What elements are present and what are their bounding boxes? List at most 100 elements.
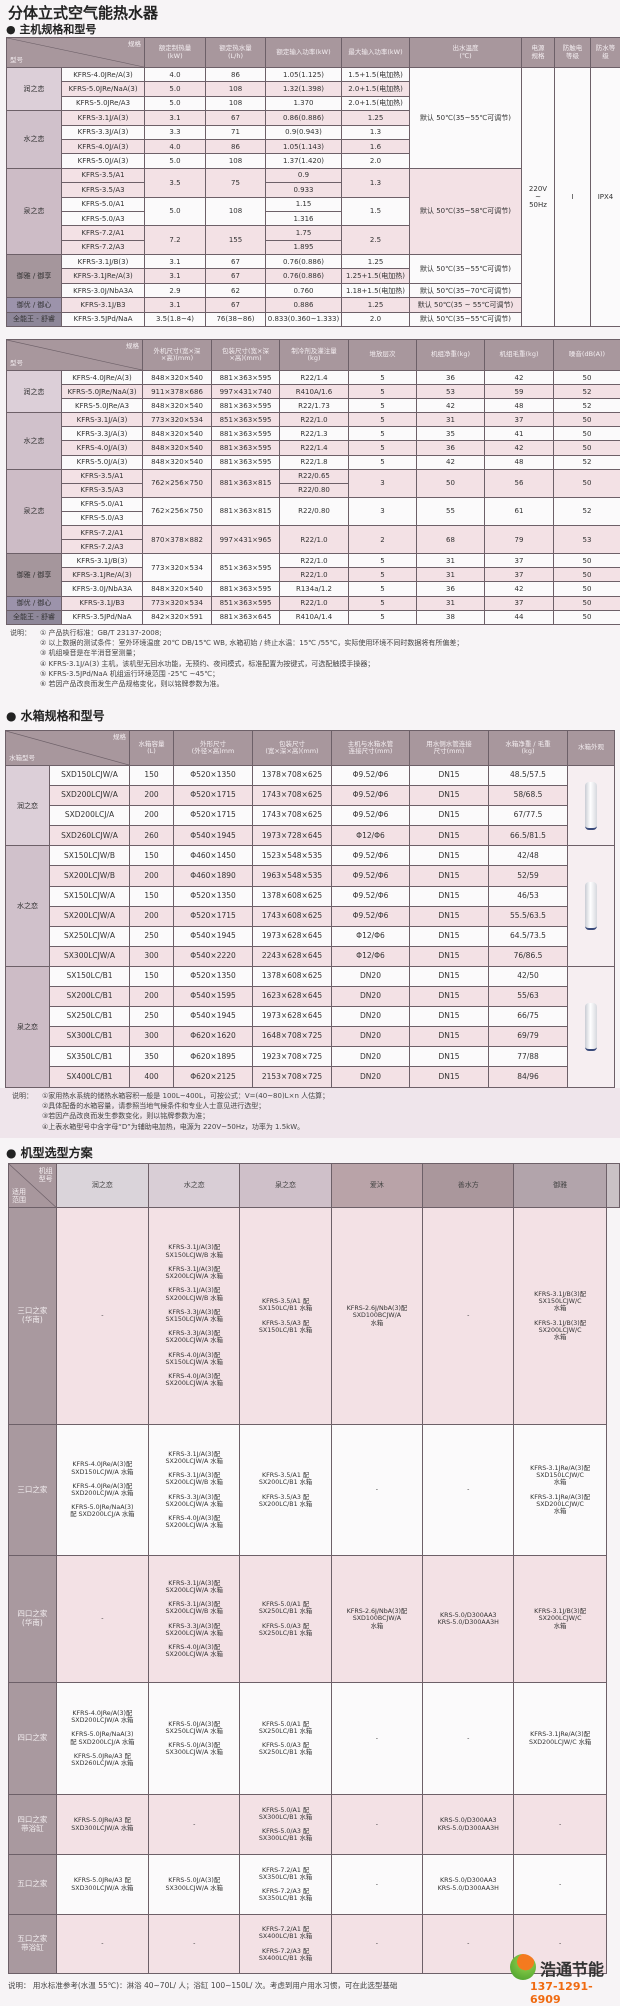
selection-entry: KFRS-5.0/A1 配 SX300LC/B1 水箱 [240,1807,330,1821]
table-cell: Φ9.52/Φ6 [332,866,410,886]
row-header: 三口之家 [9,1425,57,1556]
table-cell: 2 [349,526,417,554]
model-cell: KFRS-5.0/A1 [62,497,143,511]
table-cell: 762×256×750 [143,469,212,497]
selection-entry: KFRS-5.0JRe/A3 配 SXD300LCJW/A 水箱 [57,1877,148,1891]
series-cell: 泉之恋 [7,469,62,554]
table-cell: 0.76(0.886) [266,269,342,283]
stub-cell [606,1556,619,1683]
selection-cell: KFRS-3.1J/B(3)配 SX200LCJW/C 水箱 [514,1556,606,1683]
selection-table: 机组 型号适用 范围润之恋水之恋泉之恋爱沐善水方御雅三口之家 (华南)-KFRS… [8,1163,620,1974]
table-cell: 1.18+1.5(电加热) [342,283,410,297]
table-cell: 50 [554,610,620,624]
selection-cell: KRS-5.0/D300AA3 KRS-5.0/D300AA3H [423,1556,514,1683]
selection-entry: KFRS-5.0J/A(3)配 SX300LCJW/A 水箱 [149,1742,239,1756]
table-cell: R22/1.4 [280,371,349,385]
table-cell: 64.5/73.5 [489,926,568,946]
model-cell: KFRS-5.0J/A(3) [62,455,143,469]
table-cell: Φ520×1350 [174,886,253,906]
table-cell: 50 [554,413,620,427]
model-cell: KFRS-3.3J/A(3) [62,125,145,139]
note-line: ② 以上数据的测试条件：室外环境温度 20℃ DB/15℃ WB, 水箱初始 /… [10,638,620,648]
company-logo: 浩通节能 137-1291-6909 [508,1950,620,2000]
model-cell: KFRS-3.5/A3 [62,183,145,197]
column-header: 水箱净重 / 毛重 (kg) [489,731,568,766]
table-cell: 848×320×540 [143,441,212,455]
table-cell: 3.5(1.8~4) [145,312,206,326]
stub-cell [606,1208,619,1425]
selection-cell: KFRS-5.0J/A(3)配 SX300LCJW/A 水箱 [149,1855,240,1915]
table-cell: 881×363×595 [212,399,280,413]
table-cell: 1.25 [342,111,410,125]
column-header: 防水等 级 [591,38,620,68]
table-cell: 881×363×815 [212,469,280,497]
table-cell: 881×363×595 [212,455,280,469]
selection-entry: KFRS-5.0JRe/NaA(3) 配 SXD200LCJ/A 水箱 [57,1731,148,1745]
table-cell: 0.86(0.886) [266,111,342,125]
selection-entry: KFRS-4.0J/A(3)配 SX200LCJW/A 水箱 [149,1515,239,1529]
table-cell: KFRS-3.1J/B3 [62,298,145,312]
table-cell: 42 [417,399,485,413]
table-cell: DN15 [410,806,489,826]
table-cell: 1743×708×625 [253,806,332,826]
table-cell: 870×378×882 [143,526,212,554]
table-cell: 76(38~86) [206,312,266,326]
table-cell: KFRS-3.1J/A(3) [62,111,145,125]
table-cell: DN15 [410,906,489,926]
column-header: 包装尺寸(宽×深 ×高)(mm) [212,340,280,371]
table-cell: 1378×608×625 [253,886,332,906]
table-cell: 3.1 [145,298,206,312]
table-cell: 1973×728×645 [253,826,332,846]
table-cell: 3 [349,497,417,525]
selection-entry: KFRS-3.1J/A(3)配 SX150LCJW/B 水箱 [149,1244,239,1258]
table-cell: R134a/1.2 [280,582,349,596]
table-cell: Φ9.52/Φ6 [332,906,410,926]
table-cell: 1.32(1.398) [266,82,342,96]
table-cell: 848×320×540 [143,582,212,596]
table-cell: 1.370 [266,96,342,110]
model-cell: KFRS-5.0/A3 [62,211,145,225]
column-header: 防触电 等级 [555,38,591,68]
note-line: ②具体配备的水箱容量，请参照当地气候条件和专业人士意见进行选型； [12,1101,620,1111]
table-cell: DN20 [332,1007,410,1027]
tank-image-cell [568,766,615,846]
table-cell: DN15 [410,966,489,986]
table-cell: 42 [485,371,554,385]
table-cell: 86 [206,139,266,153]
column-header: 主机与水箱水管 连接尺寸(mm) [332,731,410,766]
table-cell: 881×363×595 [212,427,280,441]
model-cell: SX200LCJW/B [50,866,130,886]
stub-cell [606,1425,619,1556]
table-cell: 997×431×740 [212,385,280,399]
table-cell: 2.0 [342,154,410,168]
table-cell: 2153×708×725 [253,1067,332,1087]
table-cell: DN15 [410,1067,489,1087]
note-line: ③ 机组噪音是在半消音室测量； [10,648,620,658]
selection-entry: KFRS-3.1J/A(3)配 SX200LCJW/B 水箱 [149,1287,239,1301]
table-cell: 5 [349,441,417,455]
logo-phone: 137-1291-6909 [530,1980,620,2006]
note-line: ④上表水箱型号中含字母“D”为辅助电加热，电源为 220V~50Hz，功率为 1… [12,1122,620,1132]
selection-note: 说明： 用水标准参考(水温 55℃)：淋浴 40~70L/ 人；浴缸 100~1… [8,1981,397,1991]
table-cell: 1378×608×625 [253,966,332,986]
table-cell: 3.1 [145,111,206,125]
table-cell: DN15 [410,846,489,866]
model-cell: KFRS-5.0JRe/NaA(3) [62,82,145,96]
model-cell: SX250LCJW/A [50,926,130,946]
selection-cell: - [331,1425,422,1556]
column-header: 水之恋 [149,1164,240,1208]
table-cell: R22/1.8 [280,455,349,469]
column-header: 堆放层次 [349,340,417,371]
table-cell: 5.0 [145,197,206,226]
table-cell: 848×320×540 [143,427,212,441]
selection-cell: - [331,1795,422,1855]
table-cell: KFRS-3.5/A1 [62,469,143,483]
table-cell: 42 [417,455,485,469]
table-cell: Φ520×1715 [174,906,253,926]
corner-top-label: 规格 [128,41,141,48]
column-header: 额定制热量 (kW) [145,38,206,68]
table-cell: DN20 [332,1027,410,1047]
